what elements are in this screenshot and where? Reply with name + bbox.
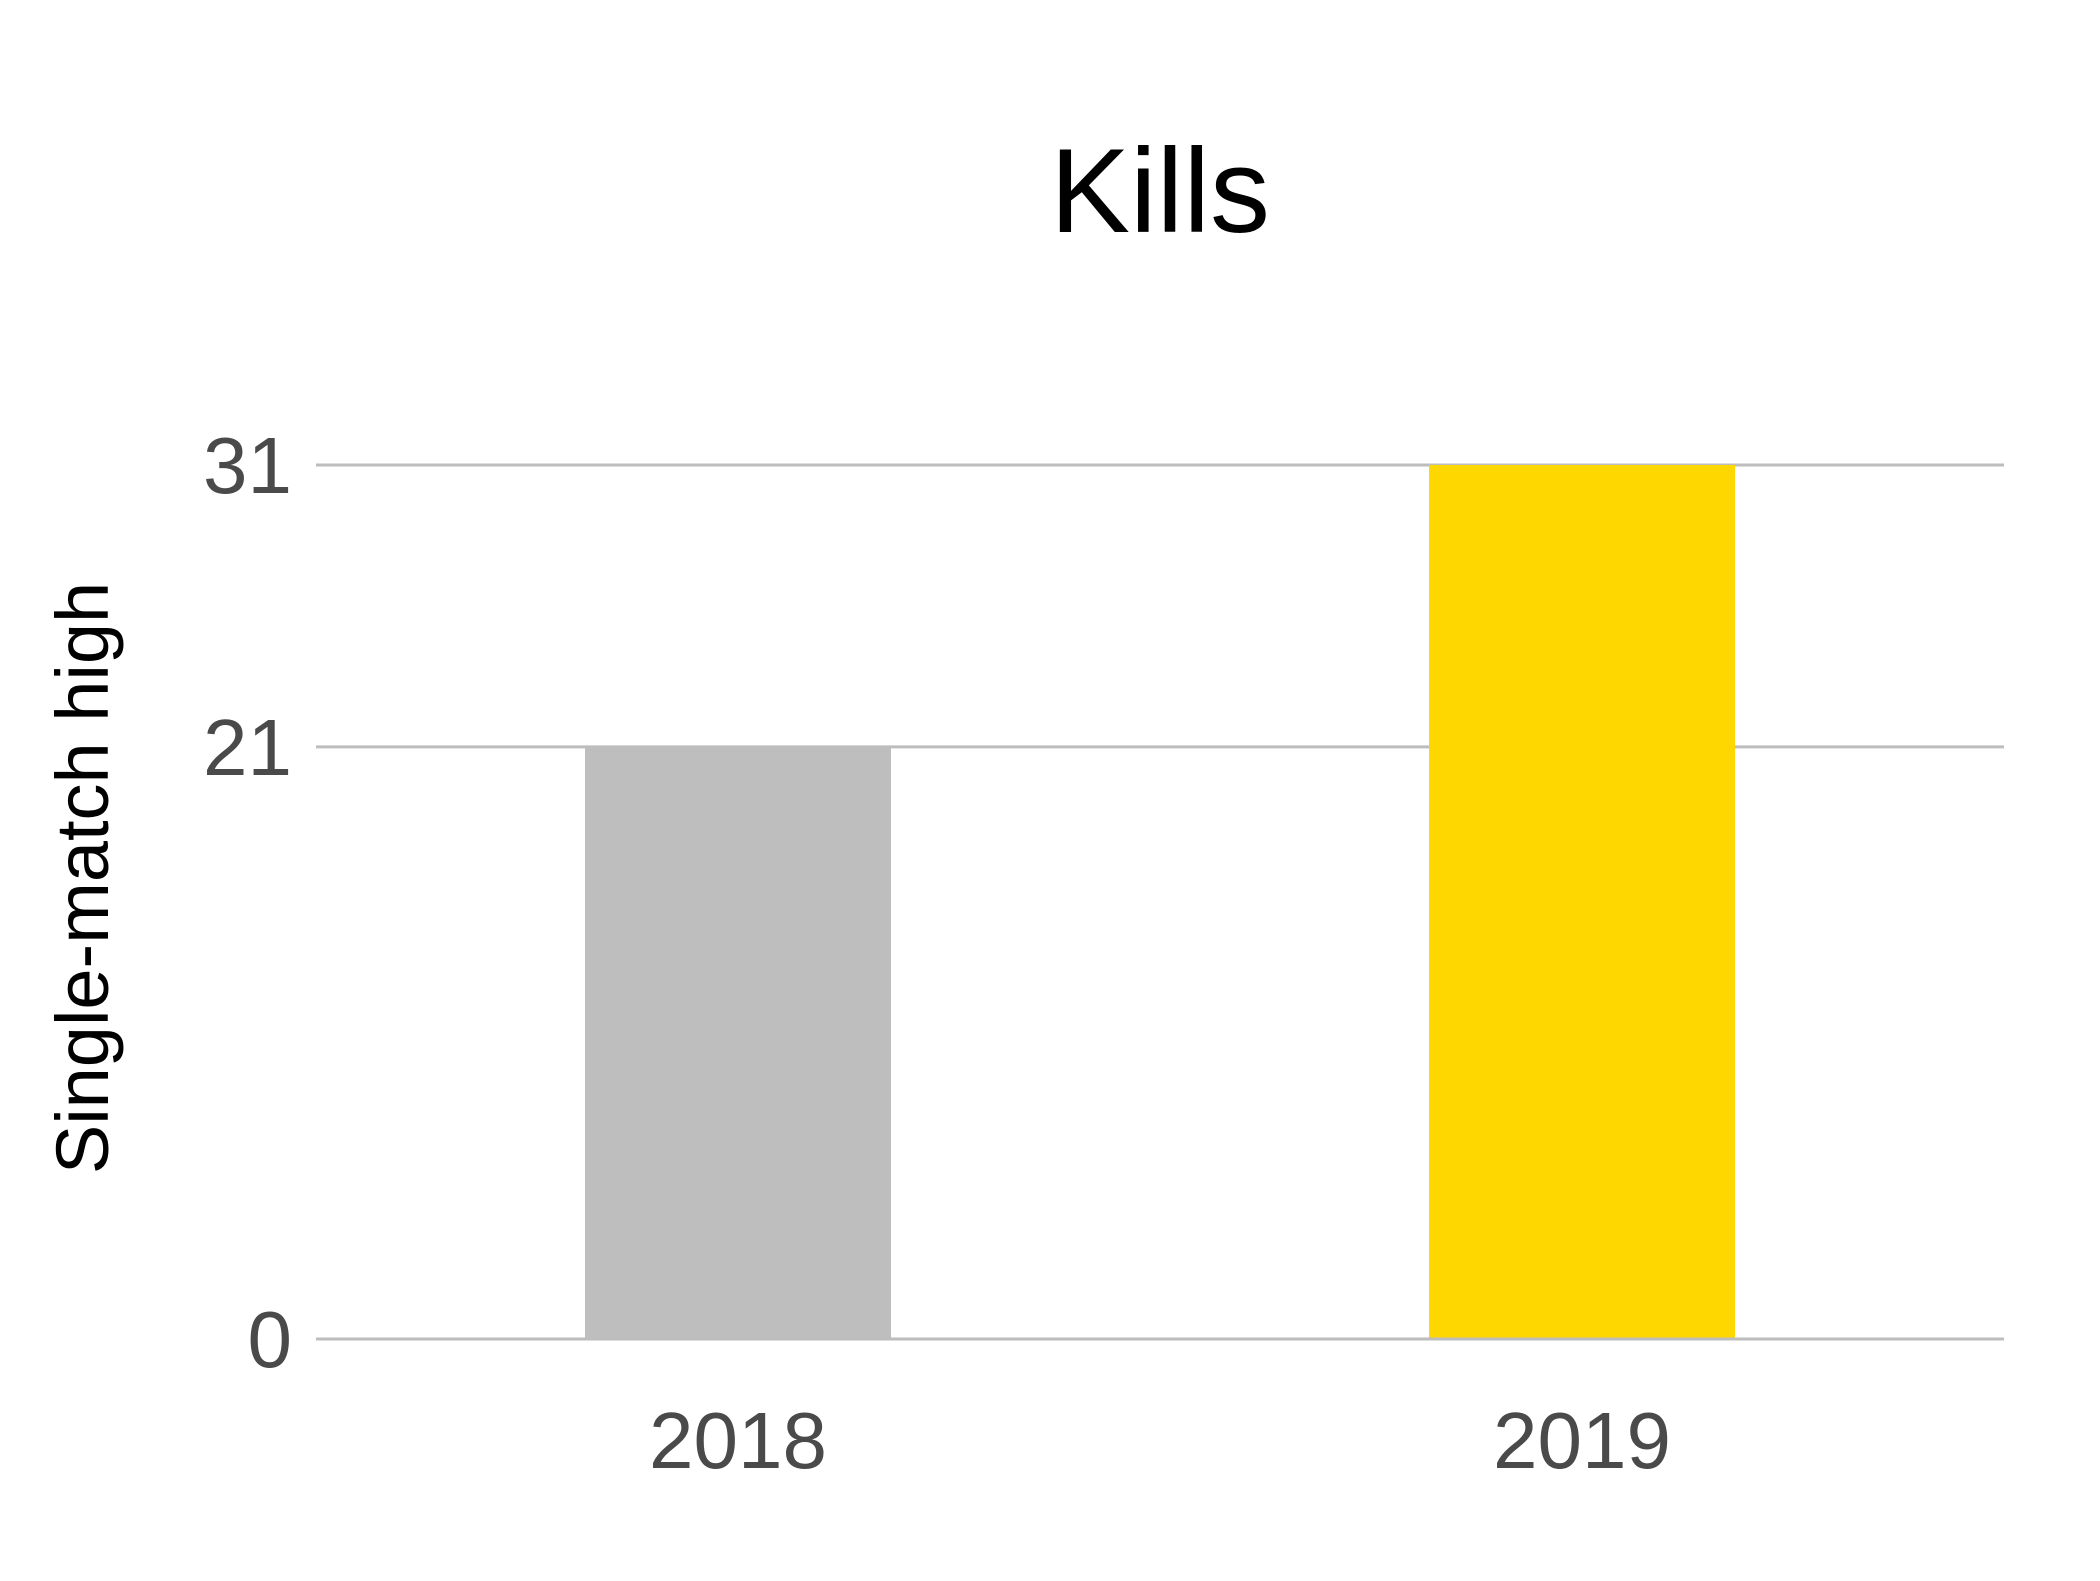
bar-2019 — [1429, 465, 1735, 1339]
chart-title: Kills — [1050, 124, 1270, 258]
bars — [316, 465, 2004, 1341]
bar-2018 — [585, 746, 891, 1339]
x-tick-label: 2019 — [1493, 1396, 1671, 1485]
y-axis-label: Single-match high — [41, 582, 124, 1174]
y-tick-label: 0 — [248, 1295, 293, 1384]
y-tick-label: 21 — [203, 703, 292, 792]
y-tick-label: 31 — [203, 421, 292, 510]
x-tick-label: 2018 — [649, 1396, 827, 1485]
gridlines — [316, 463, 2004, 1341]
y-axis-ticks: 0 21 31 — [203, 421, 292, 1384]
x-axis-ticks: 2018 2019 — [649, 1396, 1671, 1485]
